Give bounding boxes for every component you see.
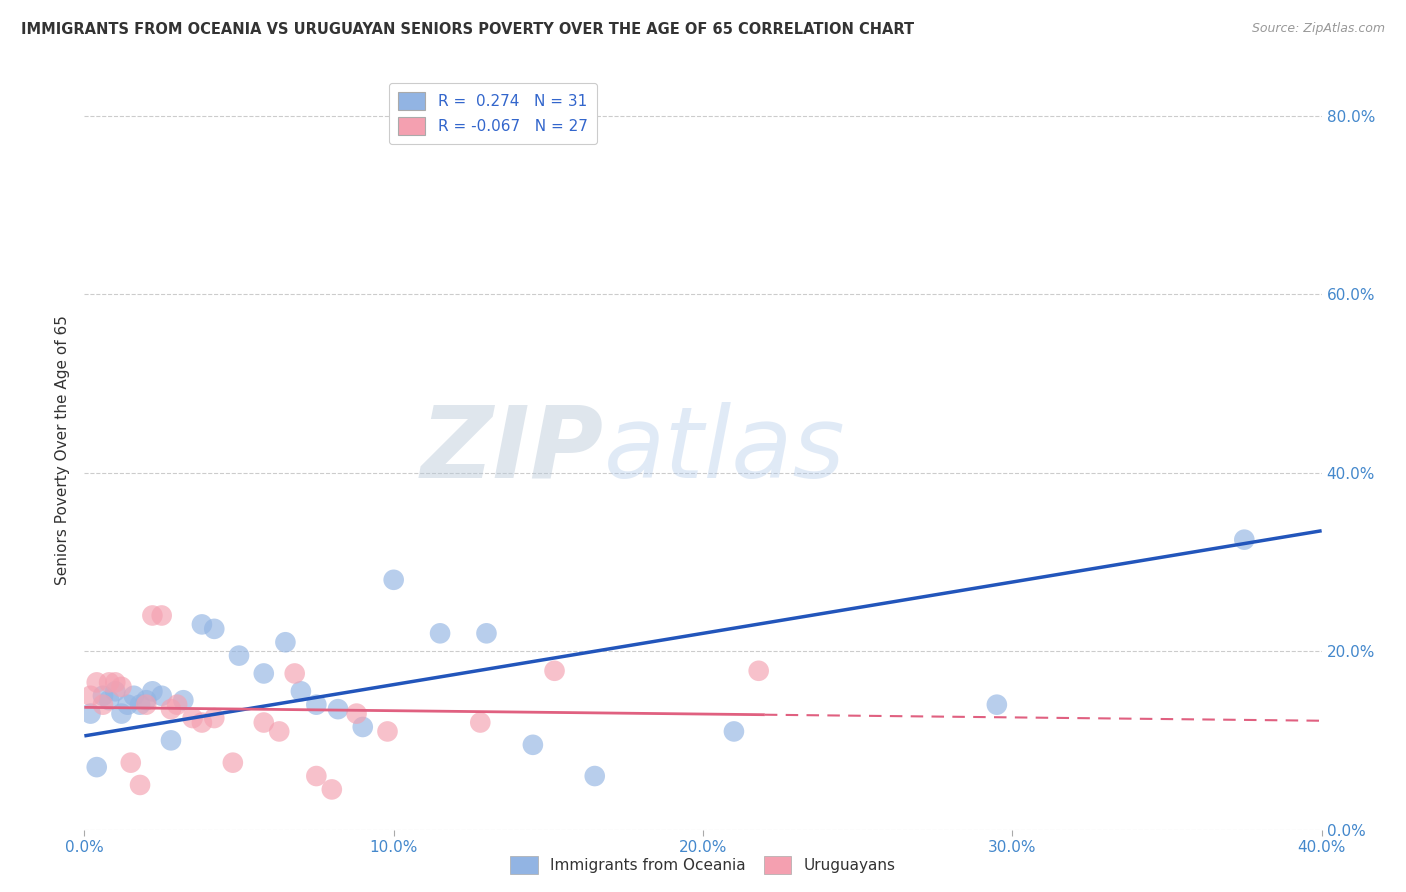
Point — [181, 711, 204, 725]
Point — [98, 693, 121, 707]
Point — [141, 684, 163, 698]
Text: IMMIGRANTS FROM OCEANIA VS URUGUAYAN SENIORS POVERTY OVER THE AGE OF 65 CORRELAT: IMMIGRANTS FROM OCEANIA VS URUGUAYAN SEN… — [21, 22, 914, 37]
Point — [98, 675, 121, 690]
Point — [470, 715, 492, 730]
Point — [91, 698, 114, 712]
Point — [104, 684, 127, 698]
Point — [583, 769, 606, 783]
Point — [110, 706, 132, 721]
Text: ZIP: ZIP — [420, 402, 605, 499]
Point — [86, 675, 108, 690]
Point — [120, 756, 142, 770]
Point — [284, 666, 307, 681]
Point — [222, 756, 245, 770]
Point — [202, 622, 225, 636]
Point — [429, 626, 451, 640]
Text: Source: ZipAtlas.com: Source: ZipAtlas.com — [1251, 22, 1385, 36]
Point — [228, 648, 250, 663]
Point — [141, 608, 163, 623]
Point — [117, 698, 139, 712]
Point — [129, 778, 152, 792]
Point — [191, 715, 214, 730]
Point — [160, 702, 183, 716]
Point — [150, 608, 173, 623]
Point — [377, 724, 399, 739]
Point — [202, 711, 225, 725]
Point — [166, 698, 188, 712]
Point — [191, 617, 214, 632]
Point — [522, 738, 544, 752]
Point — [135, 698, 157, 712]
Point — [1233, 533, 1256, 547]
Point — [150, 689, 173, 703]
Point — [326, 702, 349, 716]
Point — [269, 724, 291, 739]
Point — [748, 664, 770, 678]
Point — [122, 689, 145, 703]
Point — [352, 720, 374, 734]
Point — [79, 706, 101, 721]
Point — [160, 733, 183, 747]
Point — [91, 689, 114, 703]
Point — [104, 675, 127, 690]
Point — [253, 666, 276, 681]
Point — [543, 664, 565, 678]
Point — [290, 684, 312, 698]
Legend: Immigrants from Oceania, Uruguayans: Immigrants from Oceania, Uruguayans — [505, 850, 901, 880]
Point — [346, 706, 368, 721]
Y-axis label: Seniors Poverty Over the Age of 65: Seniors Poverty Over the Age of 65 — [55, 316, 70, 585]
Point — [321, 782, 343, 797]
Point — [274, 635, 297, 649]
Point — [305, 698, 328, 712]
Point — [305, 769, 328, 783]
Point — [253, 715, 276, 730]
Point — [986, 698, 1008, 712]
Legend: R =  0.274   N = 31, R = -0.067   N = 27: R = 0.274 N = 31, R = -0.067 N = 27 — [388, 83, 596, 144]
Point — [110, 680, 132, 694]
Point — [172, 693, 194, 707]
Text: atlas: atlas — [605, 402, 845, 499]
Point — [475, 626, 498, 640]
Point — [129, 698, 152, 712]
Point — [79, 689, 101, 703]
Point — [382, 573, 405, 587]
Point — [135, 693, 157, 707]
Point — [723, 724, 745, 739]
Point — [86, 760, 108, 774]
